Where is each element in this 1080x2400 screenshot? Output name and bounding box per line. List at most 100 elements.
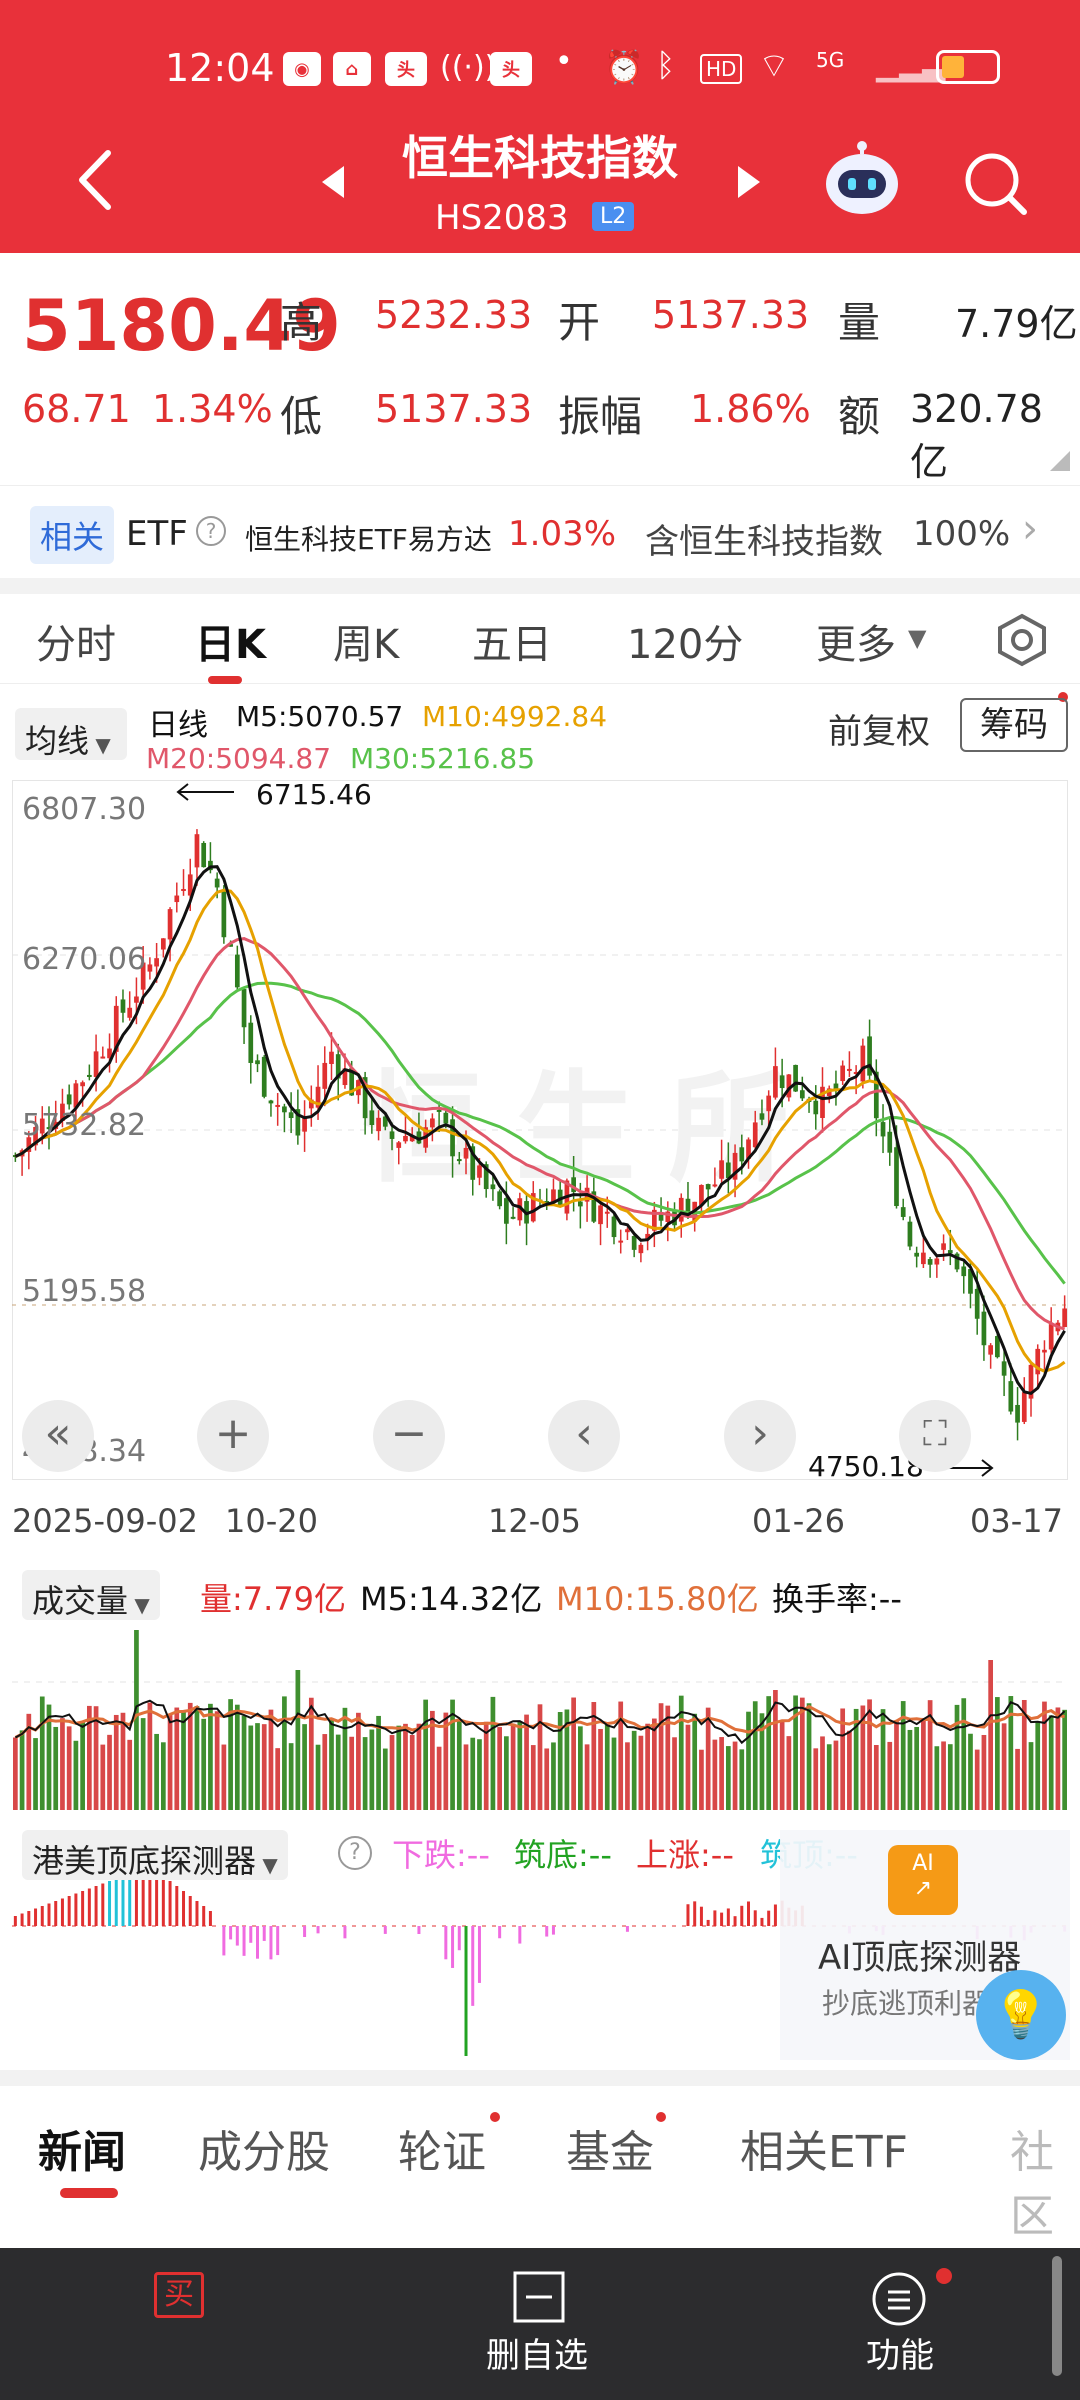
volume-bar: [483, 1721, 489, 1810]
volume-label: 量: [838, 298, 881, 347]
volume-bar: [504, 1736, 509, 1810]
etf-name[interactable]: 恒生科技ETF易方达: [245, 523, 492, 556]
tab-news[interactable]: 新闻: [38, 2127, 126, 2178]
next-index-icon[interactable]: [734, 164, 764, 200]
expand-corner-icon[interactable]: [1050, 451, 1070, 471]
tab-constituents[interactable]: 成分股: [198, 2127, 330, 2178]
volume-bar: [19, 1730, 25, 1810]
candle: [847, 1068, 852, 1071]
tab-funds[interactable]: 基金: [566, 2127, 654, 2178]
wifi-icon: ⌔: [758, 46, 790, 86]
tab-intraday[interactable]: 分时: [36, 622, 116, 668]
zoom-in-button[interactable]: +: [197, 1400, 269, 1472]
volume-bar: [93, 1706, 99, 1810]
settings-icon[interactable]: [994, 612, 1050, 668]
candle: [39, 1118, 45, 1134]
lightbulb-icon[interactable]: 💡: [976, 1970, 1066, 2060]
kline-chart[interactable]: 恒 生 所: [12, 780, 1068, 1480]
candle: [631, 1236, 637, 1250]
search-icon[interactable]: [960, 148, 1030, 218]
function-menu-icon[interactable]: [870, 2270, 928, 2328]
volume-bar: [1015, 1748, 1020, 1810]
tab-daily-k[interactable]: 日K: [195, 622, 266, 668]
chips-button[interactable]: 筹码: [960, 698, 1068, 752]
hd-icon: HD: [700, 54, 743, 84]
candle: [894, 1147, 899, 1207]
detector-bottom: 筑底:--: [514, 1836, 612, 1874]
ai-detector-title[interactable]: AI顶底探测器: [818, 1938, 1022, 1978]
remove-watchlist-button[interactable]: 删自选: [486, 2336, 588, 2376]
tab-related-etf[interactable]: 相关ETF: [740, 2127, 908, 2178]
volume-bar: [335, 1734, 341, 1810]
detector-selector[interactable]: 港美顶底探测器 ▼: [22, 1830, 288, 1880]
fullscreen-button[interactable]: ⛶: [899, 1400, 971, 1472]
volume-bar: [638, 1735, 644, 1810]
ma20-value: M20:5094.87: [146, 742, 332, 775]
rewind-button[interactable]: «: [22, 1400, 94, 1472]
volume-bar: [578, 1726, 583, 1810]
buy-button[interactable]: 买: [154, 2272, 204, 2318]
candle: [927, 1259, 933, 1265]
volume-bar: [873, 1744, 879, 1810]
help-icon[interactable]: ?: [338, 1836, 372, 1870]
tab-community[interactable]: 社区: [1010, 2127, 1054, 2242]
volume-bar: [725, 1746, 731, 1810]
adjust-mode[interactable]: 前复权: [828, 712, 930, 752]
chevron-right-icon[interactable]: ›: [1022, 506, 1038, 552]
volume-bar: [887, 1741, 893, 1810]
candle: [362, 1077, 368, 1119]
volume-bar: [456, 1721, 462, 1810]
volume-bar: [833, 1740, 839, 1810]
prev-index-icon[interactable]: [318, 164, 348, 200]
help-icon[interactable]: ?: [196, 516, 226, 546]
candle: [947, 1250, 953, 1254]
dropdown-arrow-icon[interactable]: ▼: [908, 624, 927, 652]
volume-bar: [766, 1696, 772, 1810]
robot-assistant-icon[interactable]: [820, 140, 904, 220]
tab-more[interactable]: 更多: [816, 622, 896, 668]
scrollbar[interactable]: [1052, 2256, 1062, 2376]
volume-bar: [450, 1699, 455, 1810]
scroll-right-button[interactable]: ›: [724, 1400, 796, 1472]
candle: [228, 944, 233, 947]
volume-bar: [692, 1713, 698, 1810]
candle: [934, 1258, 940, 1265]
remove-watchlist-icon[interactable]: [512, 2270, 566, 2324]
toutiao-icon: 头: [490, 52, 532, 86]
candle: [625, 1229, 630, 1233]
tab-five-day[interactable]: 五日: [472, 622, 552, 668]
volume-bar: [322, 1734, 328, 1810]
candle: [551, 1189, 556, 1203]
volume-amount: 量:7.79亿: [200, 1580, 347, 1618]
candle: [147, 964, 153, 972]
alarm-icon: ⏰: [604, 48, 644, 86]
tab-warrants[interactable]: 轮证: [398, 2127, 486, 2178]
candle: [833, 1083, 839, 1089]
candle: [443, 1112, 449, 1124]
tab-120min[interactable]: 120分: [627, 622, 744, 668]
zoom-out-button[interactable]: −: [373, 1400, 445, 1472]
function-button[interactable]: 功能: [866, 2336, 934, 2376]
volume-chart[interactable]: [12, 1620, 1068, 1810]
tab-weekly-k[interactable]: 周K: [333, 622, 400, 668]
scroll-left-button[interactable]: ‹: [548, 1400, 620, 1472]
related-etf-row[interactable]: 相关 ETF ? 恒生科技ETF易方达 1.03% 含恒生科技指数 100% ›: [0, 485, 1080, 580]
candle: [578, 1201, 583, 1207]
candle: [33, 1126, 38, 1146]
volume-bar: [571, 1697, 576, 1810]
price-change-pct: 1.34%: [152, 387, 273, 431]
detector-up: 上涨:--: [636, 1836, 734, 1874]
ai-icon[interactable]: AI ↗: [888, 1845, 958, 1915]
volume-selector[interactable]: 成交量 ▼: [22, 1570, 160, 1620]
candle: [766, 1095, 772, 1112]
volume-bar: [107, 1734, 112, 1810]
volume-bar: [564, 1709, 570, 1810]
volume-bar: [934, 1746, 940, 1810]
candle: [1028, 1364, 1034, 1399]
candle: [234, 954, 240, 988]
candle: [134, 996, 139, 1003]
candle: [638, 1244, 644, 1254]
ma-selector[interactable]: 均线 ▼: [15, 708, 127, 760]
back-icon[interactable]: [70, 145, 120, 215]
candle: [46, 1127, 52, 1130]
